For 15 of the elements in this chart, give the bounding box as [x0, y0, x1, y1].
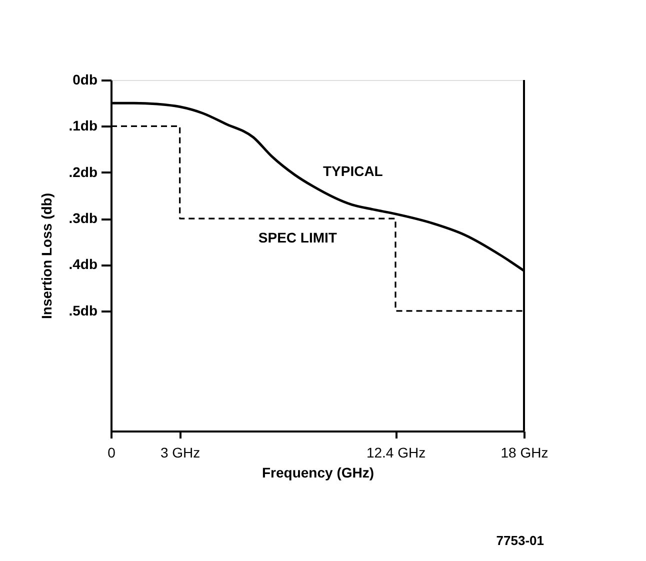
x-tick-label: 3 GHz	[160, 444, 200, 460]
series-label: SPEC LIMIT	[258, 230, 338, 246]
y-tick-label: .2db	[68, 164, 98, 180]
y-tick-label: 0db	[72, 72, 98, 88]
y-axis-title: Insertion Loss (db)	[38, 193, 55, 319]
text: 7753-01	[496, 533, 544, 548]
y-tick-label: .3db	[68, 210, 98, 226]
y-tick-label: .5db	[68, 302, 98, 318]
y-tick-label: .1db	[68, 118, 98, 134]
series-label: TYPICAL	[322, 163, 384, 180]
y-tick-label: .4db	[68, 256, 98, 272]
x-tick-label: 12.4 GHz	[366, 444, 426, 460]
x-tick-label: 18 GHz	[500, 444, 548, 460]
x-tick-label: 0	[108, 444, 116, 460]
x-axis-title: Frequency (GHz)	[262, 464, 374, 480]
